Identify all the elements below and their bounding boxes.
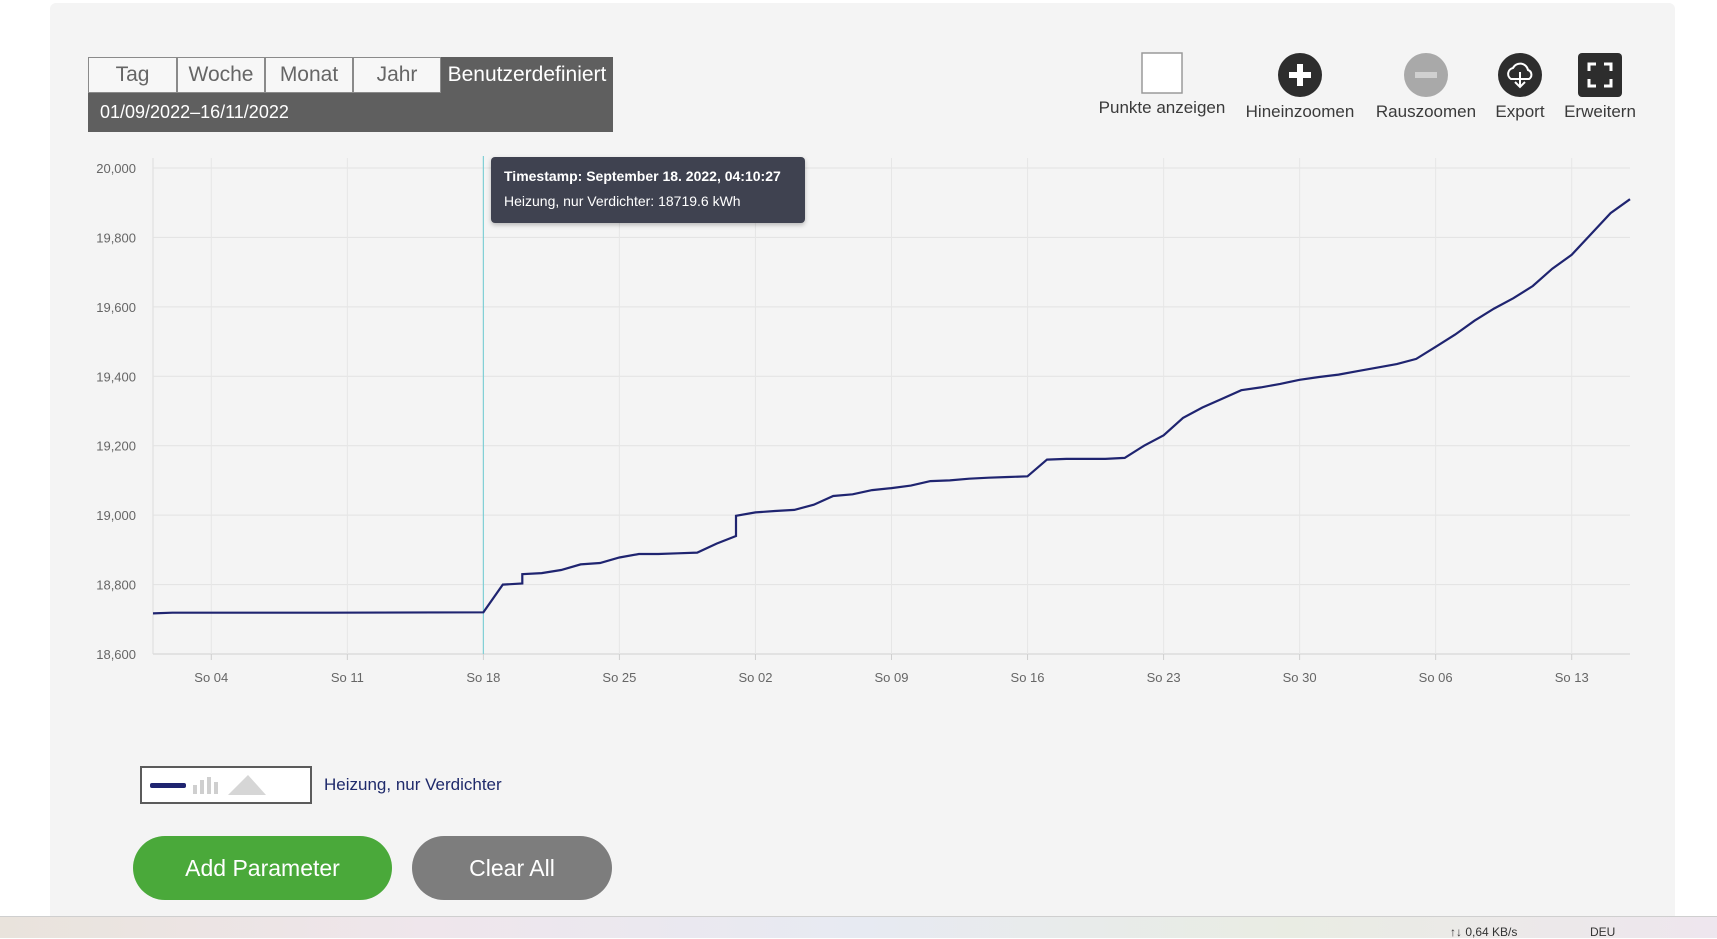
y-tick-label: 19,600 — [96, 300, 136, 315]
x-tick-label: So 06 — [1419, 670, 1453, 685]
range-selector: Tag Woche Monat Jahr Benutzerdefiniert 0… — [88, 57, 613, 132]
clear-all-button[interactable]: Clear All — [412, 836, 612, 900]
zoom-in-icon — [1278, 53, 1322, 97]
expand-label: Erweitern — [1564, 102, 1636, 121]
tab-month[interactable]: Monat — [265, 57, 353, 93]
x-tick-label: So 18 — [466, 670, 500, 685]
tab-week[interactable]: Woche — [177, 57, 265, 93]
x-tick-label: So 16 — [1011, 670, 1045, 685]
legend-series-label[interactable]: Heizung, nur Verdichter — [324, 775, 502, 794]
zoom-in-button[interactable]: Hineinzoomen — [1240, 52, 1360, 122]
chart-tooltip: Timestamp: September 18. 2022, 04:10:27 … — [491, 157, 805, 223]
chart-panel — [50, 3, 1675, 937]
tooltip-timestamp: Timestamp: September 18. 2022, 04:10:27 — [504, 168, 781, 184]
add-parameter-button[interactable]: Add Parameter — [133, 836, 392, 900]
show-points-toggle[interactable]: Punkte anzeigen — [1092, 52, 1232, 118]
keyboard-language[interactable]: DEU — [1590, 925, 1616, 939]
x-tick-label: So 04 — [194, 670, 228, 685]
show-points-label: Punkte anzeigen — [1098, 98, 1226, 117]
fullscreen-icon — [1578, 53, 1622, 97]
date-range-text[interactable]: 01/09/2022–16/11/2022 — [100, 102, 289, 122]
x-tick-label: So 11 — [331, 670, 364, 685]
zoom-in-label: Hineinzoomen — [1245, 102, 1355, 121]
tab-year[interactable]: Jahr — [353, 57, 441, 93]
os-taskbar: ↑↓ 0,64 KB/s DEU — [0, 916, 1717, 939]
x-tick-label: So 09 — [875, 670, 909, 685]
tooltip-value: Heizung, nur Verdichter: 18719.6 kWh — [504, 193, 741, 209]
cloud-download-icon — [1498, 53, 1542, 97]
x-tick-label: So 23 — [1147, 670, 1181, 685]
x-tick-label: So 13 — [1555, 670, 1589, 685]
x-tick-label: So 02 — [738, 670, 772, 685]
y-tick-label: 18,600 — [96, 647, 136, 662]
x-tick-label: So 25 — [602, 670, 636, 685]
zoom-out-label: Rauszoomen — [1375, 102, 1477, 121]
series-line-heizung[interactable] — [152, 198, 1631, 615]
y-tick-label: 20,000 — [96, 161, 136, 176]
y-tick-label: 18,800 — [96, 578, 136, 593]
y-tick-label: 19,400 — [96, 369, 136, 384]
network-speed: ↑↓ 0,64 KB/s — [1450, 925, 1518, 939]
series-style-icon — [150, 775, 266, 795]
zoom-out-button[interactable]: Rauszoomen — [1370, 52, 1482, 122]
tab-custom[interactable]: Benutzerdefiniert — [441, 57, 613, 93]
export-button[interactable]: Export — [1490, 52, 1550, 122]
y-tick-label: 19,200 — [96, 439, 136, 454]
y-tick-label: 19,800 — [96, 230, 136, 245]
legend-style-selector[interactable] — [140, 766, 312, 804]
expand-button[interactable]: Erweitern — [1562, 52, 1638, 122]
y-tick-label: 19,000 — [96, 508, 136, 523]
x-tick-label: So 30 — [1283, 670, 1317, 685]
checkbox-icon — [1141, 52, 1183, 94]
tab-day[interactable]: Tag — [88, 57, 177, 93]
zoom-out-icon — [1404, 53, 1448, 97]
export-label: Export — [1495, 102, 1545, 121]
